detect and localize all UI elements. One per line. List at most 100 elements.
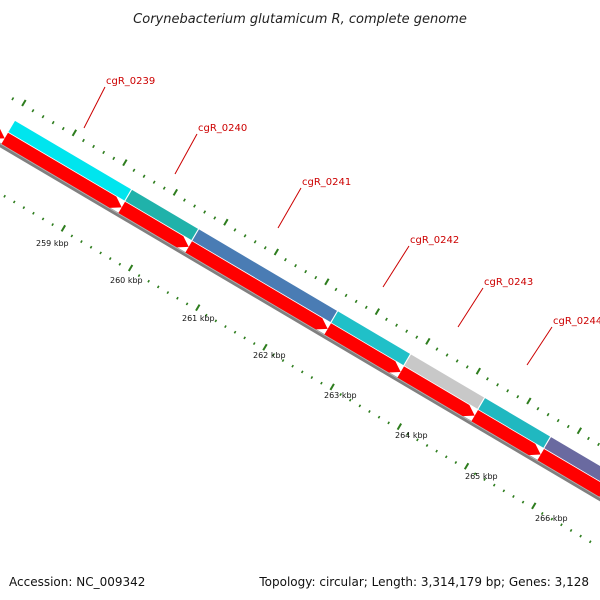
minor-tick xyxy=(348,398,352,402)
scale-label: 260 kbp xyxy=(110,276,143,285)
minor-tick xyxy=(516,395,520,399)
minor-tick xyxy=(521,500,525,504)
gene-bar xyxy=(544,437,600,482)
scale-label: 262 kbp xyxy=(253,351,286,360)
major-tick xyxy=(329,383,335,391)
minor-tick xyxy=(416,438,419,442)
scale-label: 264 kbp xyxy=(395,431,428,440)
minor-tick xyxy=(3,194,6,198)
scale-ticks xyxy=(3,97,600,544)
minor-tick xyxy=(243,336,246,340)
major-tick xyxy=(122,159,128,167)
minor-tick xyxy=(147,279,150,283)
minor-tick xyxy=(300,370,304,374)
cds-track xyxy=(0,128,600,497)
minor-tick xyxy=(569,528,573,532)
minor-tick xyxy=(142,174,146,178)
major-tick xyxy=(526,397,532,405)
minor-tick xyxy=(364,305,368,310)
minor-tick xyxy=(415,335,419,339)
cds-arrow xyxy=(397,366,475,417)
minor-tick xyxy=(12,200,16,204)
minor-tick xyxy=(387,421,390,425)
cds-arrow xyxy=(0,128,5,139)
minor-tick xyxy=(546,412,550,417)
minor-tick xyxy=(506,389,510,393)
minor-tick xyxy=(512,494,515,498)
minor-tick xyxy=(425,444,429,447)
minor-tick xyxy=(253,240,257,244)
minor-tick xyxy=(556,418,560,423)
minor-tick xyxy=(51,223,54,227)
minor-tick xyxy=(233,330,237,334)
minor-tick xyxy=(70,234,74,238)
label-leader-line xyxy=(382,245,410,288)
major-tick xyxy=(425,337,431,345)
minor-tick xyxy=(284,257,287,262)
gene-label: cgR_0239 xyxy=(106,76,155,87)
cds-arrow xyxy=(324,323,401,373)
minor-tick xyxy=(80,240,83,244)
major-tick xyxy=(223,218,229,226)
minor-tick xyxy=(588,540,592,544)
minor-tick xyxy=(203,210,207,214)
minor-tick xyxy=(31,109,35,113)
minor-tick xyxy=(444,455,448,459)
minor-tick xyxy=(152,180,156,184)
gene-track xyxy=(8,120,600,482)
minor-tick xyxy=(22,206,26,210)
minor-tick xyxy=(483,478,486,481)
minor-tick xyxy=(11,97,15,101)
minor-tick xyxy=(339,393,342,397)
minor-tick xyxy=(502,489,506,493)
minor-tick xyxy=(193,204,197,208)
minor-tick xyxy=(99,251,102,255)
genome-summary-text: Topology: circular; Length: 3,314,179 bp… xyxy=(258,575,589,589)
label-leader-line xyxy=(83,86,106,129)
cds-arrow xyxy=(118,201,189,248)
minor-tick xyxy=(395,323,399,327)
minor-tick xyxy=(176,296,179,300)
minor-tick xyxy=(310,376,314,380)
minor-tick xyxy=(540,511,544,515)
minor-tick xyxy=(281,359,285,363)
accession-text: Accession: NC_009342 xyxy=(9,575,145,589)
major-tick xyxy=(463,462,470,470)
minor-tick xyxy=(486,377,489,381)
minor-tick xyxy=(118,262,122,266)
major-tick xyxy=(396,423,403,431)
minor-tick xyxy=(465,365,469,369)
minor-tick xyxy=(455,359,459,363)
scale-label: 261 kbp xyxy=(182,314,215,323)
minor-tick xyxy=(291,364,294,368)
major-tick xyxy=(172,188,179,196)
minor-tick xyxy=(496,383,500,387)
minor-tick xyxy=(354,299,358,304)
minor-tick xyxy=(587,436,590,441)
minor-tick xyxy=(41,217,45,221)
minor-tick xyxy=(385,317,388,321)
minor-tick xyxy=(550,517,554,521)
minor-tick xyxy=(162,186,166,190)
label-leader-line xyxy=(174,133,198,175)
minor-tick xyxy=(473,472,477,476)
minor-tick xyxy=(112,156,116,161)
minor-tick xyxy=(32,211,35,215)
backbone-line xyxy=(0,142,600,502)
major-tick xyxy=(21,99,27,107)
label-leader-line xyxy=(526,326,553,366)
minor-tick xyxy=(334,287,338,292)
major-tick xyxy=(71,129,78,137)
minor-tick xyxy=(566,424,570,429)
minor-tick xyxy=(304,269,308,274)
gene-bar xyxy=(192,229,337,323)
minor-tick xyxy=(344,293,348,298)
gene-bar xyxy=(478,398,550,448)
major-tick xyxy=(324,278,330,286)
scale-label: 259 kbp xyxy=(36,239,69,248)
minor-tick xyxy=(536,406,540,411)
major-tick xyxy=(531,502,537,510)
minor-tick xyxy=(108,257,112,261)
minor-tick xyxy=(166,291,170,295)
minor-tick xyxy=(560,523,563,527)
